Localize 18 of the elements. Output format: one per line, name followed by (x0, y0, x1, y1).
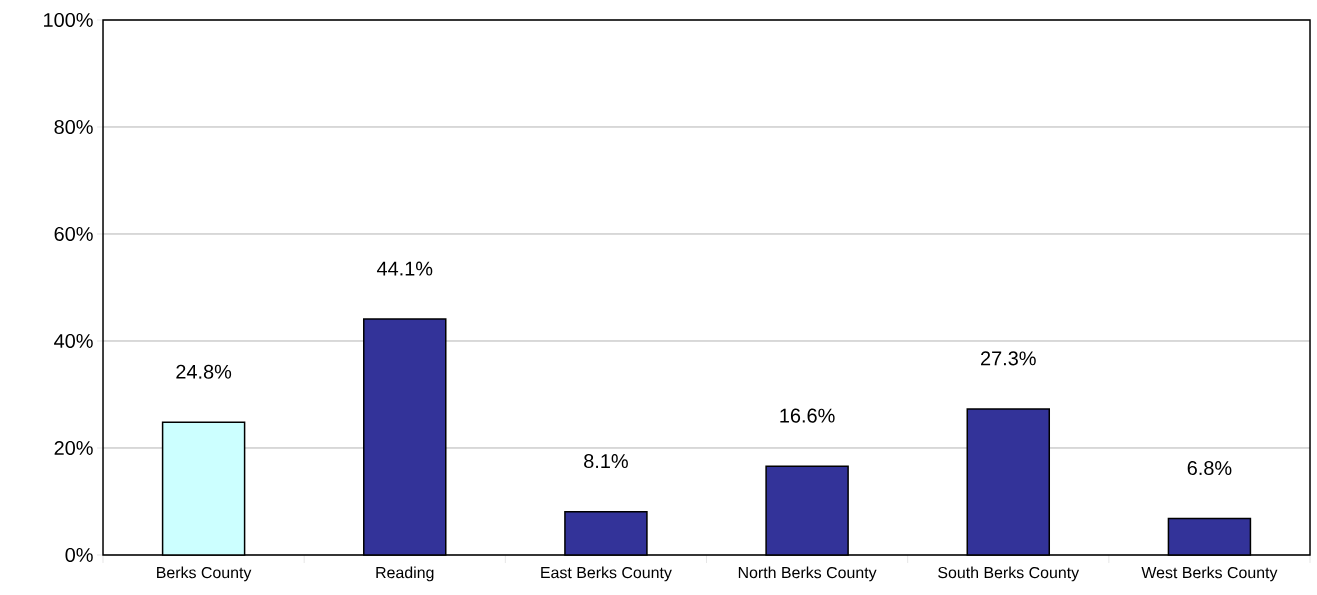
data-label: 8.1% (584, 454, 628, 469)
x-tick-label: West Berks County (1141, 566, 1278, 582)
data-label: 6.8% (1187, 460, 1232, 476)
y-tick-label: 40% (54, 333, 93, 349)
data-label: 24.8% (176, 364, 232, 379)
x-tick-label: South Berks County (938, 566, 1080, 582)
x-tick-label: East Berks County (541, 566, 672, 582)
data-label: 44.1% (376, 261, 433, 276)
y-tick-label: 80% (54, 119, 93, 135)
data-label: 16.6% (780, 408, 835, 423)
x-tick-label: Berks County (157, 566, 252, 582)
x-tick-label: North Berks County (738, 566, 877, 582)
y-tick-label: 0% (65, 547, 93, 563)
x-tick-label: Reading (376, 566, 434, 582)
y-tick-label: 100% (44, 12, 93, 28)
y-tick-label: 20% (54, 440, 93, 456)
data-label: 27.3% (981, 351, 1036, 366)
y-tick-label: 60% (54, 226, 93, 242)
